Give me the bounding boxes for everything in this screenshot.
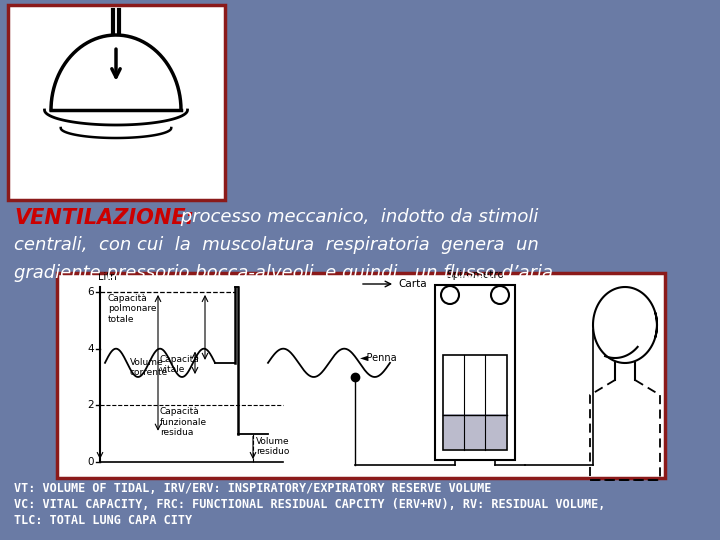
Text: Volume
corrente: Volume corrente (130, 358, 168, 377)
Text: Spirometro: Spirometro (446, 270, 504, 280)
Bar (444, 414, 506, 449)
Text: 6: 6 (87, 287, 94, 297)
Circle shape (491, 286, 509, 304)
Text: TLC: TOTAL LUNG CAPA CITY: TLC: TOTAL LUNG CAPA CITY (14, 514, 192, 527)
Text: processo meccanico,  indotto da stimoli: processo meccanico, indotto da stimoli (175, 208, 539, 226)
Circle shape (441, 286, 459, 304)
Text: VC: VITAL CAPACITY, FRC: FUNCTIONAL RESIDUAL CAPCITY (ERV+RV), RV: RESIDUAL VOLU: VC: VITAL CAPACITY, FRC: FUNCTIONAL RESI… (14, 498, 606, 511)
Text: Capacità
funzionale
residua: Capacità funzionale residua (160, 407, 207, 437)
Text: gradiente pressorio bocca-alveoli  e quindi   un flusso d’aria: gradiente pressorio bocca-alveoli e quin… (14, 264, 553, 282)
Bar (435, 285, 515, 460)
Bar (57, 273, 665, 478)
Text: VENTILAZIONE:: VENTILAZIONE: (14, 208, 194, 228)
Text: 2: 2 (87, 400, 94, 410)
Text: Capacità
polmonare
totale: Capacità polmonare totale (108, 294, 156, 324)
Text: Litri: Litri (98, 272, 117, 282)
Text: VT: VOLUME OF TIDAL, IRV/ERV: INSPIRATORY/EXPIRATORY RESERVE VOLUME: VT: VOLUME OF TIDAL, IRV/ERV: INSPIRATOR… (14, 482, 491, 495)
Text: Capacità
vitale: Capacità vitale (160, 355, 199, 374)
Text: Volume
residuo: Volume residuo (256, 437, 289, 456)
Bar (443, 355, 507, 450)
Bar (8, 5, 225, 200)
Text: ◄Penna: ◄Penna (360, 353, 397, 363)
Text: 4: 4 (87, 343, 94, 354)
Text: centrali,  con cui  la  muscolatura  respiratoria  genera  un: centrali, con cui la muscolatura respira… (14, 236, 539, 254)
Text: 0: 0 (88, 457, 94, 467)
Text: Carta: Carta (398, 279, 427, 289)
